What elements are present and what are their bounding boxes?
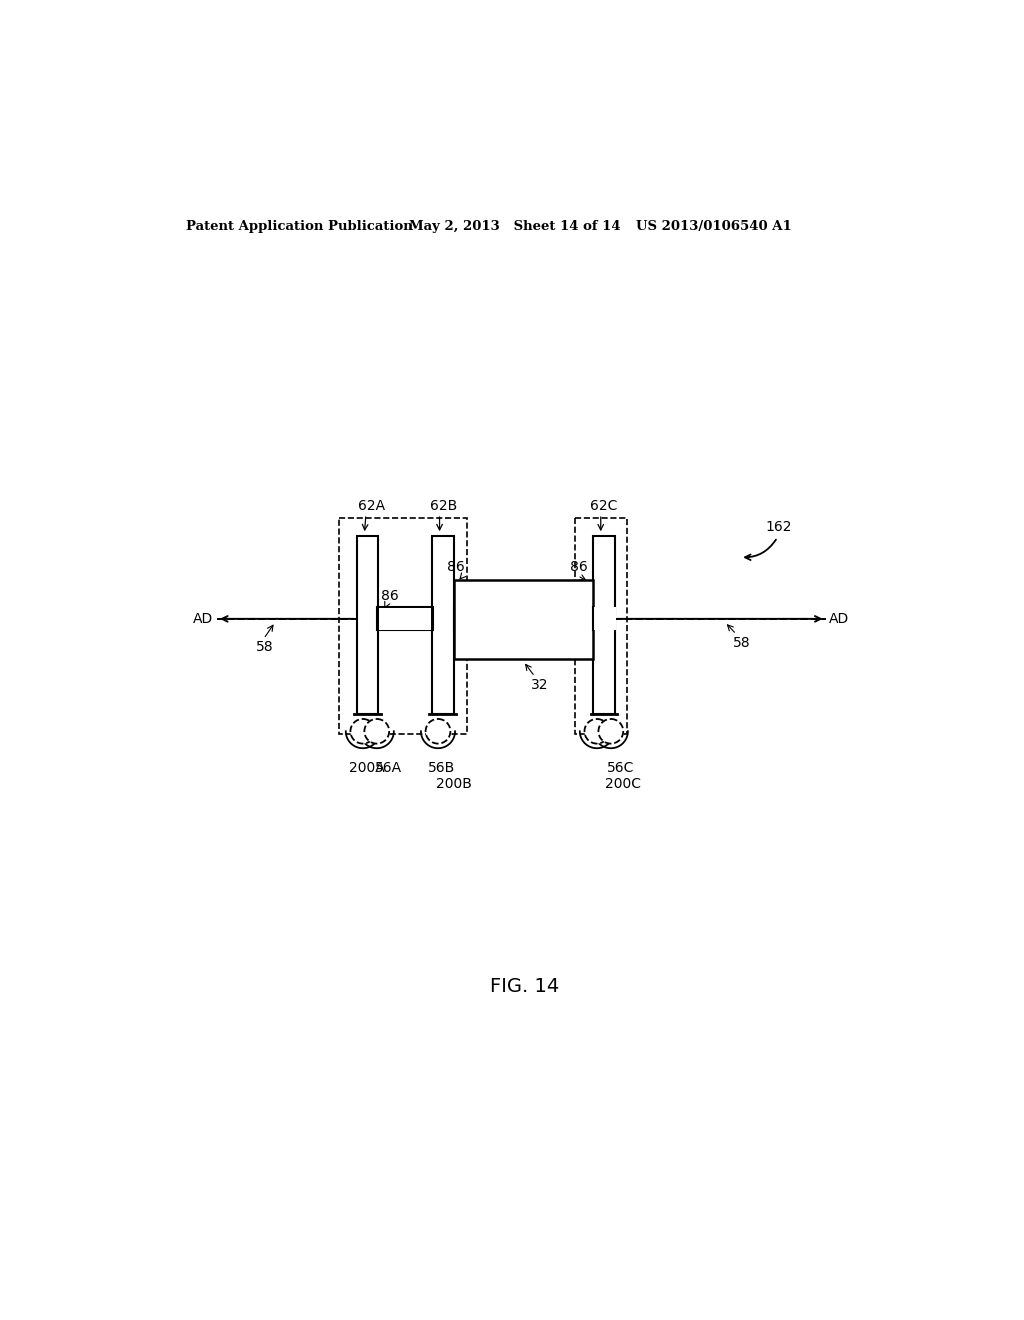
Text: 86: 86: [381, 590, 398, 603]
Text: 200A: 200A: [349, 760, 385, 775]
Text: 56B: 56B: [428, 760, 456, 775]
Text: 58: 58: [732, 636, 751, 649]
Bar: [593, 607, 616, 631]
Bar: [432, 536, 454, 714]
Circle shape: [598, 719, 624, 743]
Bar: [339, 517, 467, 734]
Text: US 2013/0106540 A1: US 2013/0106540 A1: [636, 219, 792, 232]
Text: 56C: 56C: [607, 760, 634, 775]
Bar: [593, 536, 614, 714]
Circle shape: [585, 719, 609, 743]
Bar: [378, 607, 432, 631]
Circle shape: [426, 719, 451, 743]
Text: FIG. 14: FIG. 14: [490, 977, 559, 995]
Text: 56A: 56A: [375, 760, 401, 775]
Text: 62C: 62C: [590, 499, 617, 512]
Text: 62A: 62A: [358, 499, 385, 512]
Bar: [454, 581, 593, 659]
Text: 32: 32: [531, 678, 549, 692]
Text: 86: 86: [447, 560, 465, 574]
Text: 200B: 200B: [435, 777, 471, 792]
Text: 162: 162: [765, 520, 792, 535]
Text: 62B: 62B: [430, 499, 458, 512]
Text: Patent Application Publication: Patent Application Publication: [186, 219, 413, 232]
Text: 86: 86: [569, 560, 588, 574]
Text: AD: AD: [193, 612, 213, 626]
Text: 58: 58: [256, 640, 273, 655]
Bar: [356, 536, 378, 714]
Circle shape: [350, 719, 375, 743]
Text: AD: AD: [829, 612, 850, 626]
Bar: [575, 517, 627, 734]
Text: May 2, 2013   Sheet 14 of 14: May 2, 2013 Sheet 14 of 14: [410, 219, 621, 232]
Circle shape: [365, 719, 389, 743]
Text: 200C: 200C: [604, 777, 641, 792]
Bar: [379, 609, 431, 630]
